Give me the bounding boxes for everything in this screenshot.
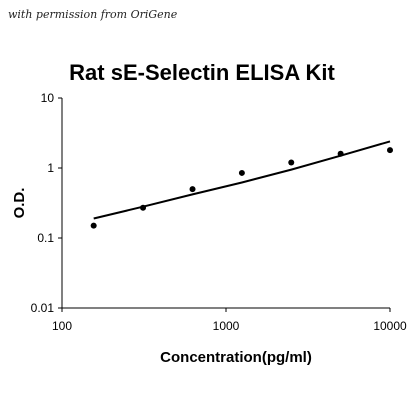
data-point bbox=[337, 150, 344, 157]
y-tick-label: 1 bbox=[47, 161, 54, 175]
data-point bbox=[90, 222, 97, 229]
y-tick-label: 0.01 bbox=[31, 301, 55, 315]
x-tick-label: 1000 bbox=[213, 319, 240, 333]
data-point bbox=[288, 159, 295, 166]
y-axis-title: O.D. bbox=[11, 188, 28, 219]
x-tick-label: 100 bbox=[52, 319, 72, 333]
y-tick-label: 0.1 bbox=[37, 231, 54, 245]
y-axis-ticks: 10 1 0.1 0.01 bbox=[31, 91, 62, 315]
fit-curve-line bbox=[93, 140, 391, 220]
plot-area bbox=[61, 98, 390, 309]
x-tick-label: 10000 bbox=[373, 319, 407, 333]
permission-credit: with permission from OriGene bbox=[8, 8, 178, 21]
chart-title: Rat sE-Selectin ELISA Kit bbox=[69, 60, 335, 85]
data-points bbox=[90, 147, 393, 229]
data-point bbox=[387, 147, 393, 154]
data-point bbox=[238, 169, 245, 176]
data-point bbox=[140, 204, 147, 211]
x-axis-title: Concentration(pg/ml) bbox=[160, 349, 312, 366]
data-point bbox=[189, 186, 196, 193]
y-tick-label: 10 bbox=[41, 91, 55, 105]
x-axis-ticks: 100 1000 10000 bbox=[52, 308, 407, 333]
